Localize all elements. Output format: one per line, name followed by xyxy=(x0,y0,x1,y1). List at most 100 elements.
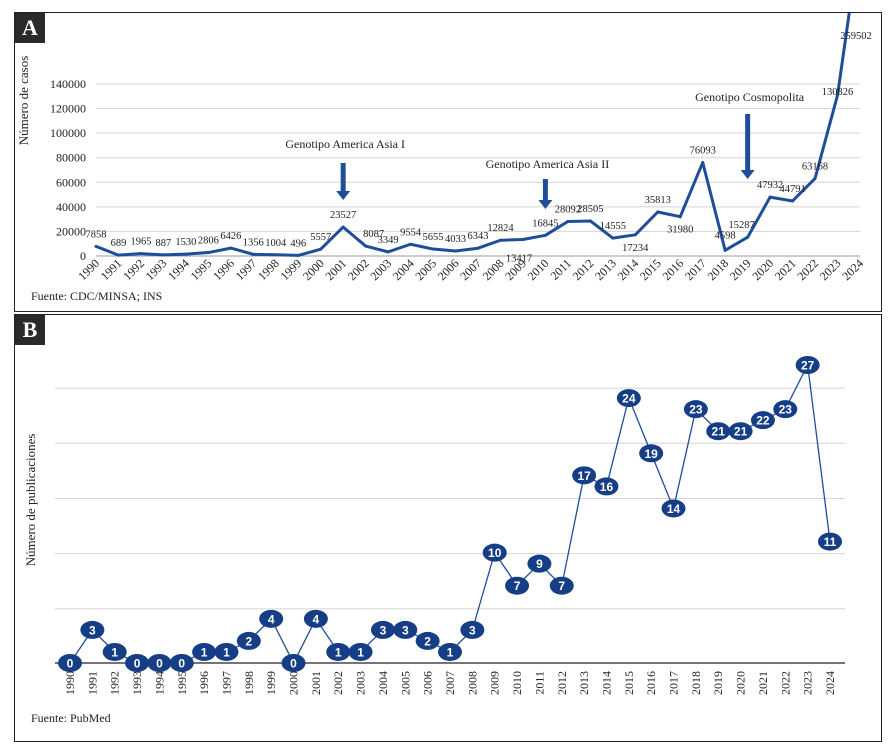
data-point xyxy=(482,543,507,562)
data-point xyxy=(192,642,217,661)
y-axis-label: Número de casos xyxy=(16,56,31,146)
x-tick-label: 1997 xyxy=(219,671,233,695)
data-label: 24 xyxy=(622,392,636,406)
x-tick-label: 2024 xyxy=(839,256,866,283)
x-tick-label: 2017 xyxy=(682,256,709,283)
data-point xyxy=(184,252,188,256)
data-label: 1 xyxy=(201,645,208,659)
data-point xyxy=(773,400,798,419)
x-tick-label: 1997 xyxy=(233,256,260,283)
x-tick-label: 2001 xyxy=(322,256,349,283)
data-label: 4598 xyxy=(715,230,736,241)
x-tick-label: 1996 xyxy=(197,671,211,695)
source-note: Fuente: CDC/MINSA; INS xyxy=(31,289,163,303)
data-label: 47932 xyxy=(757,180,783,191)
data-point xyxy=(566,219,570,223)
data-point xyxy=(505,576,530,595)
x-tick-label: 2015 xyxy=(622,671,636,695)
annotation-text: Genotipo America Asia I xyxy=(285,137,405,151)
data-label: 9 xyxy=(536,557,543,571)
x-tick-label: 1995 xyxy=(175,671,189,695)
x-tick-label: 2005 xyxy=(398,671,412,695)
data-point xyxy=(259,609,284,628)
data-label: 887 xyxy=(156,238,172,249)
data-label: 23 xyxy=(779,403,793,417)
x-tick-label: 2021 xyxy=(772,256,799,283)
data-point xyxy=(656,210,660,214)
data-label: 3 xyxy=(402,623,409,637)
x-tick-label: 2012 xyxy=(570,256,597,283)
data-label: 2 xyxy=(424,634,431,648)
data-point xyxy=(768,195,772,199)
data-point xyxy=(701,161,705,165)
data-label: 1004 xyxy=(265,238,287,249)
data-label: 22 xyxy=(756,414,770,428)
x-tick-label: 1994 xyxy=(152,671,166,695)
x-tick-label: 2020 xyxy=(749,256,776,283)
data-point xyxy=(818,532,842,551)
data-point xyxy=(274,253,278,257)
x-tick-label: 2005 xyxy=(412,256,439,283)
y-tick-label: 140000 xyxy=(50,77,86,91)
annotation-arrow-head xyxy=(538,200,553,209)
data-point xyxy=(139,252,143,256)
data-label: 0 xyxy=(67,657,74,671)
panel-letter: B xyxy=(15,315,45,345)
x-tick-label: 1995 xyxy=(188,256,215,283)
x-tick-label: 1999 xyxy=(264,671,278,695)
data-label: 5655 xyxy=(423,232,444,243)
data-label: 1965 xyxy=(130,237,151,248)
data-point xyxy=(728,422,753,441)
data-label: 9554 xyxy=(400,227,422,238)
x-tick-label: 1992 xyxy=(120,256,147,283)
y-tick-label: 40000 xyxy=(56,200,86,214)
data-point xyxy=(723,248,727,252)
data-point xyxy=(795,356,820,374)
data-label: 130826 xyxy=(822,87,854,98)
x-tick-label: 2021 xyxy=(756,671,770,695)
x-tick-label: 2022 xyxy=(778,671,792,695)
x-tick-label: 2003 xyxy=(354,671,368,695)
x-tick-label: 1992 xyxy=(108,671,122,695)
data-label: 3 xyxy=(469,623,476,637)
data-point xyxy=(125,654,150,672)
data-label: 14 xyxy=(667,502,681,516)
x-tick-label: 1993 xyxy=(130,671,144,695)
data-point xyxy=(678,215,682,219)
data-point xyxy=(791,199,795,203)
data-label: 4 xyxy=(313,612,320,626)
data-label: 21 xyxy=(734,425,748,439)
x-tick-label: 2024 xyxy=(823,671,837,695)
x-tick-label: 2000 xyxy=(287,671,301,695)
data-label: 14555 xyxy=(600,221,626,232)
data-label: 21 xyxy=(712,425,726,439)
data-label: 12824 xyxy=(487,223,514,234)
annotation-arrow-head xyxy=(740,170,755,179)
x-tick-label: 2011 xyxy=(532,671,546,695)
data-point xyxy=(281,654,306,672)
x-tick-label: 2020 xyxy=(734,671,748,695)
data-point xyxy=(94,244,98,248)
x-tick-label: 2018 xyxy=(704,256,731,283)
data-label: 7 xyxy=(558,579,565,593)
x-tick-label: 2007 xyxy=(457,256,484,283)
data-point xyxy=(161,253,165,257)
data-point xyxy=(746,235,750,239)
y-tick-label: 20000 xyxy=(56,224,86,238)
x-tick-label: 2017 xyxy=(667,671,681,695)
data-point xyxy=(683,400,708,419)
data-point xyxy=(214,642,239,661)
data-label: 17234 xyxy=(622,243,649,254)
x-tick-label: 2008 xyxy=(465,671,479,695)
data-point xyxy=(409,242,413,246)
x-tick-label: 2013 xyxy=(592,256,619,283)
data-label: 6426 xyxy=(220,231,241,242)
data-point xyxy=(393,620,418,639)
x-tick-label: 2023 xyxy=(801,671,815,695)
data-point xyxy=(750,411,775,430)
x-tick-label: 2016 xyxy=(644,671,658,695)
x-tick-label: 2004 xyxy=(390,256,417,283)
data-label: 7 xyxy=(514,579,521,593)
data-point xyxy=(386,250,390,254)
data-point xyxy=(521,238,525,242)
